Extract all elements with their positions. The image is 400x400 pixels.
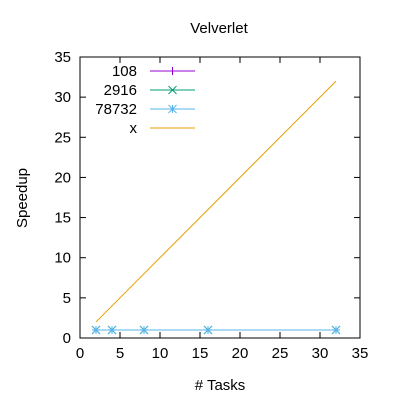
x-tick-label: 35	[352, 345, 369, 362]
legend-label: x	[130, 120, 138, 137]
y-axis-label: Speedup	[14, 168, 31, 228]
legend: 108 2916 78732 x	[95, 63, 195, 137]
series-layer	[91, 80, 341, 335]
x-axis-label: # Tasks	[195, 377, 246, 394]
data-point	[107, 325, 117, 335]
y-tick-label: 10	[54, 250, 71, 267]
legend-marker	[168, 104, 177, 114]
x-tick-label: 30	[312, 345, 329, 362]
x-tick-label: 10	[152, 345, 169, 362]
y-tick-label: 20	[54, 169, 71, 186]
series-x	[95, 80, 337, 323]
data-point	[139, 325, 149, 335]
legend-label: 108	[112, 63, 137, 80]
plot-frame	[79, 56, 361, 339]
x-tick-label: 0	[76, 345, 84, 362]
data-point	[331, 325, 341, 335]
x-tick-label: 5	[116, 345, 124, 362]
y-tick-label: 30	[54, 89, 71, 106]
x-tick-label: 15	[192, 345, 209, 362]
axes: 0 5 10 15 20 25 30 35 0 5 10 15 20 25 30 35	[54, 49, 368, 362]
legend-label: 2916	[104, 82, 137, 99]
data-point	[91, 325, 101, 335]
series-78732	[91, 325, 341, 335]
y-tick-label: 25	[54, 129, 71, 146]
series-line	[95, 80, 337, 323]
chart-title: Velverlet	[190, 20, 248, 37]
x-tick-label: 20	[232, 345, 249, 362]
legend-marker	[168, 85, 177, 95]
y-tick-label: 35	[54, 49, 71, 66]
y-tick-label: 0	[63, 330, 71, 347]
y-tick-label: 15	[54, 210, 71, 227]
x-tick-label: 25	[272, 345, 289, 362]
legend-label: 78732	[95, 101, 137, 118]
y-tick-label: 5	[63, 290, 71, 307]
legend-marker	[168, 67, 177, 75]
data-point	[203, 325, 213, 335]
